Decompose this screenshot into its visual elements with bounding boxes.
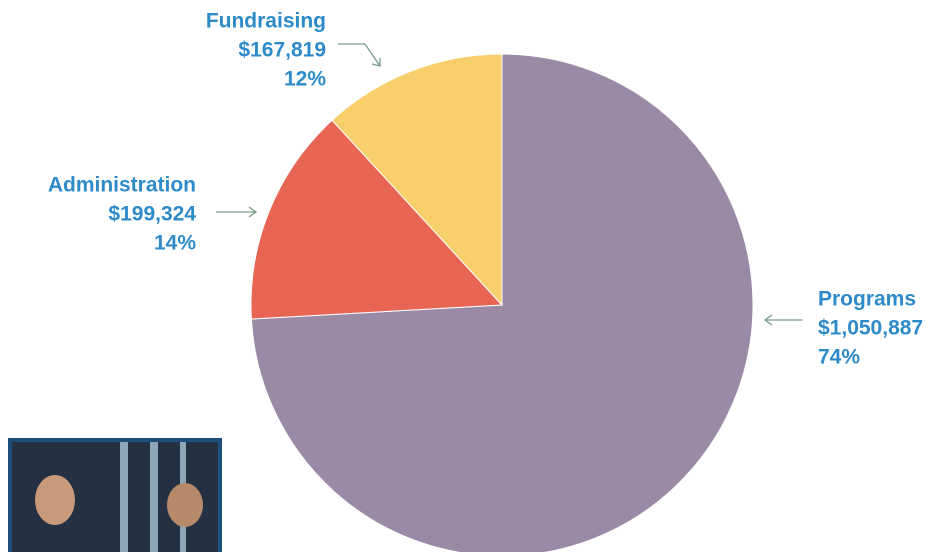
percent-label: 14% (154, 232, 196, 255)
pie-slice (250, 119, 504, 320)
slice-name: Administration (48, 174, 196, 197)
value-label: $1,050,887 (818, 317, 923, 340)
arrows (216, 43, 803, 326)
slice-name: Fundraising (206, 10, 326, 33)
photo (8, 438, 222, 552)
slice-name: Programs (818, 288, 916, 311)
pie-slice (331, 53, 503, 307)
value-label: $167,819 (238, 39, 326, 62)
percent-label: 12% (284, 68, 326, 91)
percent-label: 74% (818, 346, 860, 369)
value-label: $199,324 (108, 203, 196, 226)
